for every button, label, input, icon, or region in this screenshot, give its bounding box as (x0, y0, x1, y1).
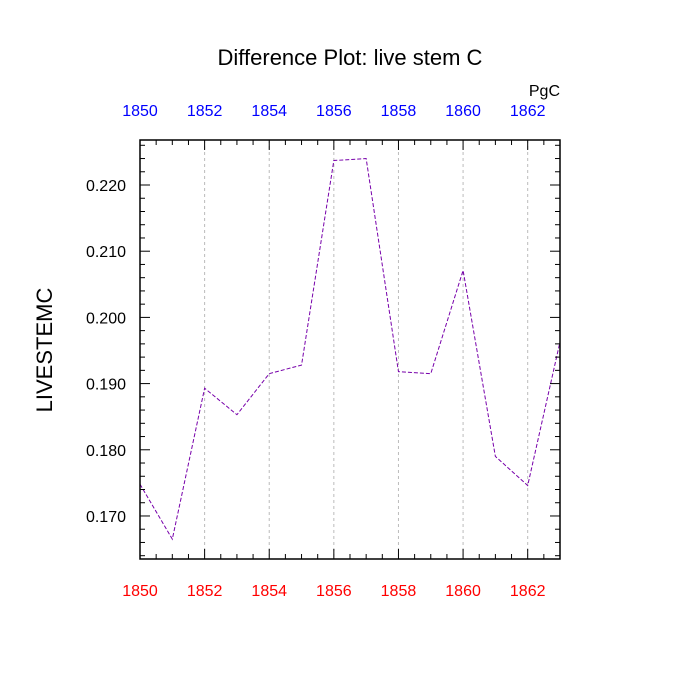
y-tick-label-0.220: 0.220 (86, 178, 126, 195)
x-tick-label-top-1858: 1858 (381, 103, 417, 120)
x-tick-label-bottom-1856: 1856 (316, 583, 352, 600)
x-tick-label-bottom-1858: 1858 (381, 583, 417, 600)
series-layer (139, 158, 561, 541)
y-tick-label-0.200: 0.200 (86, 310, 126, 327)
x-tick-label-bottom-1854: 1854 (251, 583, 287, 600)
series-line-0 (139, 158, 561, 541)
y-axis-label: LIVESTEMC (32, 288, 57, 413)
units-label: PgC (529, 83, 560, 100)
x-tick-label-top-1850: 1850 (122, 103, 158, 120)
y-tick-label-0.180: 0.180 (86, 443, 126, 460)
x-tick-label-top-1852: 1852 (187, 103, 223, 120)
x-tick-label-top-1862: 1862 (510, 103, 546, 120)
x-tick-label-top-1856: 1856 (316, 103, 352, 120)
chart-title: Difference Plot: live stem C (218, 45, 483, 70)
plot-frame (139, 139, 561, 560)
x-gridlines (204, 140, 529, 559)
x-tick-label-bottom-1850: 1850 (122, 583, 158, 600)
x-tick-label-bottom-1852: 1852 (187, 583, 223, 600)
x-tick-label-bottom-1860: 1860 (445, 583, 481, 600)
y-tick-label-0.190: 0.190 (86, 377, 126, 394)
y-tick-label-0.170: 0.170 (86, 509, 126, 526)
x-tick-label-top-1854: 1854 (251, 103, 287, 120)
x-tick-label-bottom-1862: 1862 (510, 583, 546, 600)
x-tick-label-top-1860: 1860 (445, 103, 481, 120)
tick-labels: 1850 1850 1852 1852 1854 1854 1856 1856 1858 1858… (86, 103, 546, 600)
y-tick-label-0.210: 0.210 (86, 244, 126, 261)
axes (139, 139, 561, 560)
